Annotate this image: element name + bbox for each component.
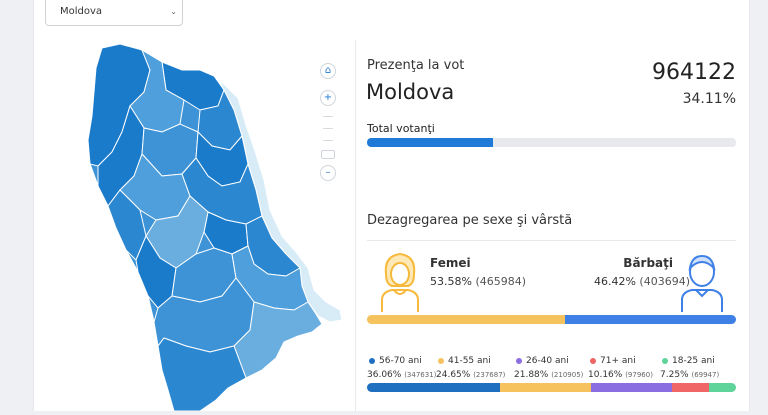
female-count: (465984) (475, 275, 527, 288)
age-group-count: (69947) (691, 371, 720, 379)
male-icon (681, 254, 723, 312)
female-icon (381, 252, 419, 312)
age-group-label: 26-40 ani (516, 356, 569, 366)
zoom-tick (323, 128, 333, 129)
total-voters-label: Total votanţi (367, 122, 435, 135)
age-group-name: 18-25 ani (672, 356, 715, 366)
plus-icon: + (323, 92, 333, 103)
region-title: Moldova (366, 80, 455, 104)
age-bar-segment (709, 383, 736, 392)
legend-dot-icon (438, 357, 444, 364)
region-select[interactable]: Moldova ⌄ (45, 0, 183, 26)
gender-bar-male (564, 315, 736, 324)
turnout-percent: 34.11% (682, 91, 736, 107)
age-group-stats: 10.16% (97960) (588, 370, 653, 380)
age-group-count: (347631) (404, 371, 437, 379)
male-label: Bărbaţi (623, 256, 673, 270)
age-group-name: 71+ ani (600, 356, 636, 366)
turnout-progress-bar (367, 138, 736, 147)
age-group-count: (210905) (551, 371, 584, 379)
section-divider (367, 240, 736, 241)
female-label: Femei (430, 256, 471, 270)
moldova-map[interactable] (50, 40, 360, 412)
age-group-percent: 7.25% (660, 370, 689, 380)
map-zoom-in-button[interactable]: + (320, 90, 336, 106)
age-group-percent: 21.88% (514, 370, 549, 380)
age-group-name: 56-70 ani (379, 356, 422, 366)
legend-dot-icon (590, 357, 596, 364)
age-bar (367, 383, 736, 392)
gender-bar-female (367, 315, 565, 324)
age-bar-segment (500, 383, 591, 392)
age-group-percent: 10.16% (588, 370, 623, 380)
zoom-slider-handle[interactable] (321, 150, 335, 159)
male-stats: 46.42% (403694) (594, 275, 690, 288)
age-group-name: 26-40 ani (526, 356, 569, 366)
male-count: (403694) (639, 275, 690, 288)
age-group-stats: 7.25% (69947) (660, 370, 719, 380)
zoom-tick (323, 140, 333, 141)
age-group-count: (237687) (473, 371, 506, 379)
age-group-label: 41-55 ani (438, 356, 491, 366)
chevron-down-icon: ⌄ (170, 7, 177, 16)
female-stats: 53.58% (465984) (430, 275, 526, 288)
legend-dot-icon (516, 357, 522, 364)
map-zoom-out-button[interactable]: – (320, 165, 336, 181)
legend-dot-icon (662, 357, 668, 364)
age-group-percent: 36.06% (367, 370, 402, 380)
age-group-count: (97960) (625, 371, 653, 379)
age-group-stats: 36.06% (347631) (367, 370, 436, 380)
map-home-button[interactable]: ⌂ (320, 63, 336, 79)
moldova-map-svg[interactable] (50, 40, 360, 412)
map-region-gagauzia (157, 337, 247, 412)
female-percent: 53.58% (430, 275, 472, 288)
age-bar-segment (367, 383, 501, 392)
age-group-percent: 24.65% (436, 370, 471, 380)
zoom-tick (323, 116, 333, 117)
age-bar-segment (591, 383, 672, 392)
minus-icon: – (325, 167, 331, 178)
panel-divider (355, 40, 356, 411)
age-group-label: 71+ ani (590, 356, 636, 366)
age-group-label: 18-25 ani (662, 356, 715, 366)
age-group-stats: 24.65% (237687) (436, 370, 505, 380)
age-group-name: 41-55 ani (448, 356, 491, 366)
male-percent: 46.42% (593, 275, 636, 288)
gender-bar (367, 315, 736, 324)
age-group-stats: 21.88% (210905) (514, 370, 583, 380)
breakdown-title: Dezagregarea pe sexe şi vârstă (367, 213, 573, 228)
age-group-label: 56-70 ani (369, 356, 422, 366)
home-icon: ⌂ (324, 65, 332, 76)
turnout-progress-fill (367, 138, 493, 147)
region-select-value: Moldova (60, 6, 103, 17)
turnout-label: Prezenţa la vot (367, 58, 465, 73)
age-bar-segment (671, 383, 710, 392)
total-votes: 964122 (652, 60, 736, 85)
legend-dot-icon (369, 357, 375, 364)
